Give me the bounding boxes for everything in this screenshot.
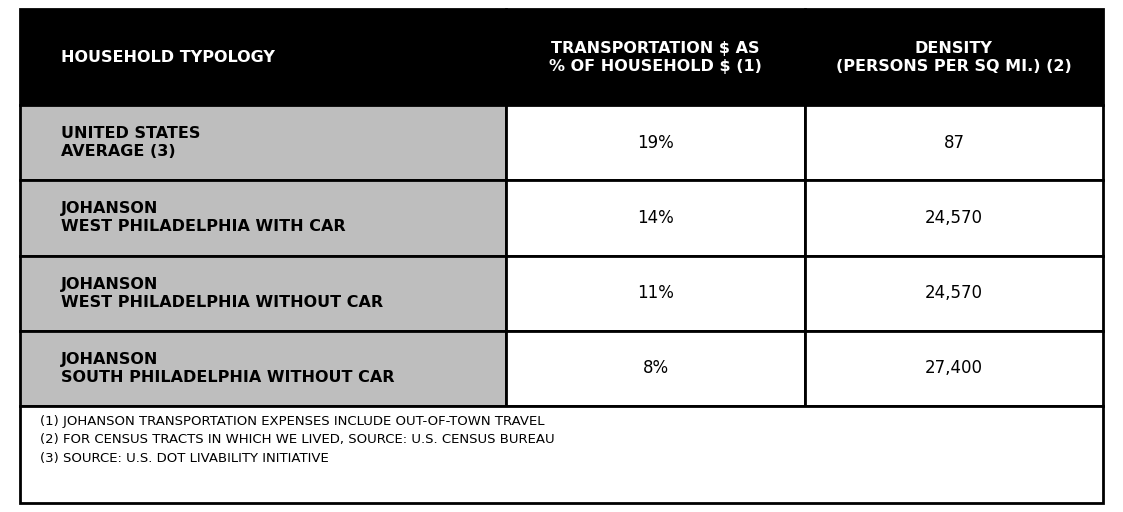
Text: 87: 87 xyxy=(943,134,965,152)
Bar xyxy=(506,181,805,255)
Bar xyxy=(506,331,805,406)
Text: HOUSEHOLD TYPOLOGY: HOUSEHOLD TYPOLOGY xyxy=(61,50,274,65)
Text: (1) JOHANSON TRANSPORTATION EXPENSES INCLUDE OUT-OF-TOWN TRAVEL
(2) FOR CENSUS T: (1) JOHANSON TRANSPORTATION EXPENSES INC… xyxy=(40,415,555,465)
Text: 14%: 14% xyxy=(638,209,674,227)
Text: 24,570: 24,570 xyxy=(925,284,983,302)
Bar xyxy=(20,406,1103,503)
Bar xyxy=(805,9,1103,105)
Bar xyxy=(805,331,1103,406)
Bar xyxy=(20,181,506,255)
Bar xyxy=(506,255,805,331)
Bar xyxy=(506,105,805,181)
Bar xyxy=(506,9,805,105)
Text: 19%: 19% xyxy=(638,134,674,152)
Bar xyxy=(805,105,1103,181)
Text: DENSITY
(PERSONS PER SQ MI.) (2): DENSITY (PERSONS PER SQ MI.) (2) xyxy=(836,41,1071,74)
Bar xyxy=(20,255,506,331)
Text: 27,400: 27,400 xyxy=(925,359,983,377)
Bar xyxy=(20,331,506,406)
Bar xyxy=(20,9,506,105)
Bar xyxy=(805,181,1103,255)
Text: JOHANSON
WEST PHILADELPHIA WITH CAR: JOHANSON WEST PHILADELPHIA WITH CAR xyxy=(61,202,345,234)
Text: 8%: 8% xyxy=(642,359,668,377)
Text: UNITED STATES
AVERAGE (3): UNITED STATES AVERAGE (3) xyxy=(61,126,200,159)
Text: JOHANSON
SOUTH PHILADELPHIA WITHOUT CAR: JOHANSON SOUTH PHILADELPHIA WITHOUT CAR xyxy=(61,352,394,385)
Text: TRANSPORTATION $ AS
% OF HOUSEHOLD $ (1): TRANSPORTATION $ AS % OF HOUSEHOLD $ (1) xyxy=(549,41,763,74)
Bar xyxy=(805,255,1103,331)
Text: JOHANSON
WEST PHILADELPHIA WITHOUT CAR: JOHANSON WEST PHILADELPHIA WITHOUT CAR xyxy=(61,276,383,310)
Text: 24,570: 24,570 xyxy=(925,209,983,227)
Bar xyxy=(20,105,506,181)
Text: 11%: 11% xyxy=(637,284,674,302)
